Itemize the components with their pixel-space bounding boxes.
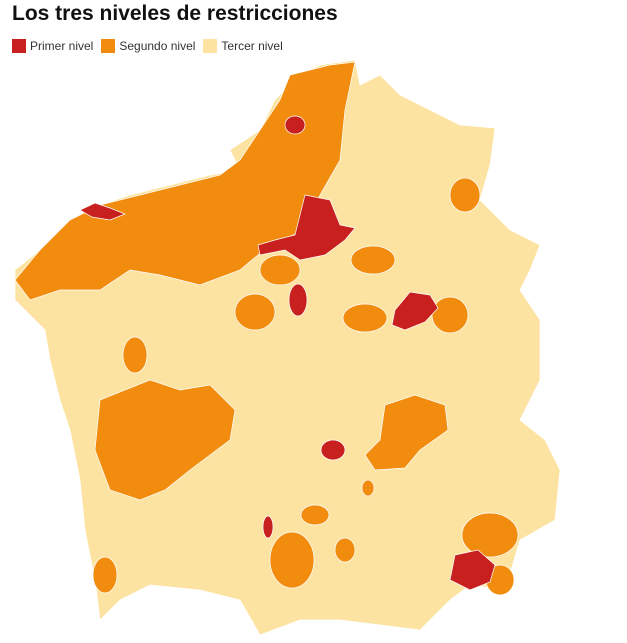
region: [431, 296, 469, 334]
legend-swatch: [101, 39, 116, 53]
region: [122, 336, 148, 374]
region: [334, 537, 356, 563]
legend: Primer nivel Segundo nivel Tercer nivel: [12, 39, 283, 53]
region: [234, 293, 276, 331]
region: [391, 291, 439, 331]
map-title: Los tres niveles de restricciones: [12, 2, 338, 25]
legend-item: Tercer nivel: [203, 39, 283, 53]
region: [449, 549, 496, 591]
region: [361, 479, 375, 497]
region: [262, 515, 274, 539]
region: [79, 202, 126, 221]
legend-swatch: [12, 39, 26, 53]
region: [269, 531, 315, 589]
region: [350, 245, 396, 275]
region: [14, 61, 356, 301]
region: [364, 394, 449, 471]
region: [320, 439, 346, 461]
legend-swatch: [203, 39, 218, 53]
legend-label: Segundo nivel: [119, 39, 196, 53]
legend-item: Primer nivel: [12, 39, 93, 53]
region: [300, 504, 330, 526]
legend-label: Primer nivel: [30, 39, 94, 53]
region: [449, 177, 481, 213]
region: [288, 283, 308, 317]
legend-item: Segundo nivel: [101, 39, 195, 53]
legend-label: Tercer nivel: [221, 39, 283, 53]
region: [259, 254, 301, 286]
region: [92, 556, 118, 594]
region: [94, 379, 236, 501]
region: [284, 115, 306, 135]
region: [461, 512, 519, 558]
region: [257, 194, 356, 261]
region: [342, 303, 388, 333]
